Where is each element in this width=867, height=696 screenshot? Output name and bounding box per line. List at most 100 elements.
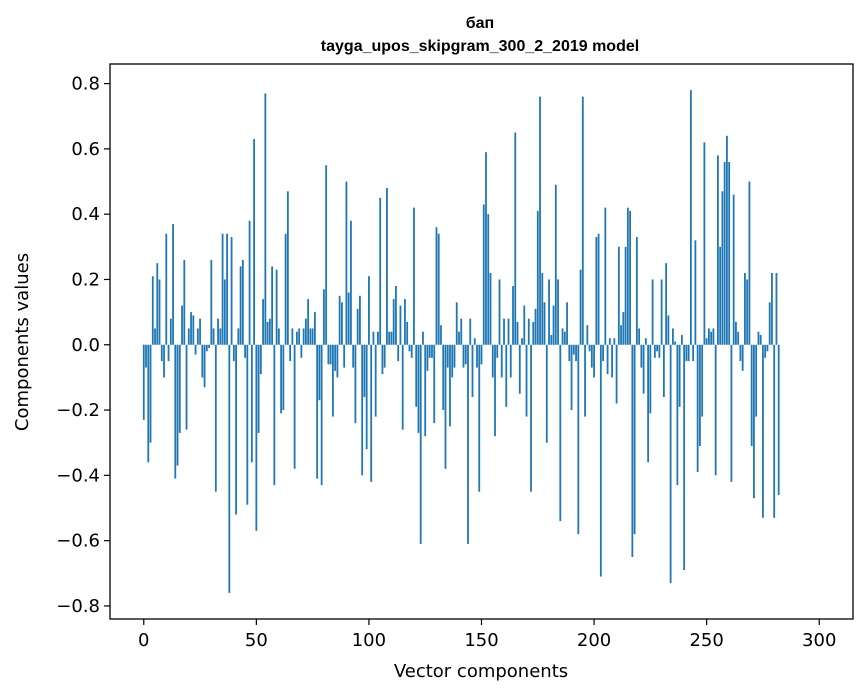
bar <box>611 344 613 378</box>
bar <box>602 344 604 362</box>
bar <box>160 344 163 362</box>
bar <box>622 312 625 345</box>
bar <box>777 344 780 495</box>
bar <box>518 344 521 394</box>
bar <box>408 344 411 352</box>
bar <box>248 220 251 345</box>
bar <box>723 161 726 345</box>
bar <box>368 276 370 345</box>
bar <box>647 344 650 463</box>
bar <box>581 96 584 345</box>
bar <box>500 344 503 378</box>
bar <box>433 344 436 424</box>
bar <box>757 331 760 345</box>
bar <box>172 223 174 345</box>
bar <box>532 321 535 345</box>
bar <box>482 204 485 345</box>
bar <box>626 207 629 345</box>
bar <box>712 328 715 345</box>
bar <box>417 344 420 433</box>
bar <box>561 328 564 345</box>
bar <box>638 328 641 345</box>
bar <box>311 328 314 345</box>
bar <box>426 344 429 371</box>
bar <box>386 188 388 345</box>
bar <box>199 318 201 345</box>
bar <box>735 321 737 345</box>
bar <box>365 344 368 450</box>
bar <box>223 279 226 345</box>
bar <box>250 344 253 463</box>
bar <box>302 328 305 345</box>
bar <box>545 344 548 443</box>
bar <box>271 266 274 345</box>
bar <box>496 344 499 358</box>
bar <box>514 132 517 345</box>
bar <box>680 334 683 345</box>
bar <box>530 344 532 492</box>
bar <box>669 344 672 584</box>
bar <box>766 344 769 352</box>
bar <box>464 344 467 365</box>
bar <box>615 344 618 404</box>
bar <box>676 344 679 486</box>
bar <box>593 344 595 378</box>
bar <box>624 246 627 345</box>
bar <box>318 344 321 401</box>
bar <box>516 321 519 345</box>
bar <box>262 299 264 345</box>
bar <box>208 344 210 349</box>
bar <box>221 233 224 345</box>
bar <box>428 344 431 358</box>
x-tick-label: 200 <box>577 630 611 651</box>
bar <box>494 344 496 437</box>
bar <box>453 344 456 368</box>
bar <box>194 344 197 355</box>
bar <box>410 344 413 358</box>
bar <box>343 344 346 368</box>
bar <box>442 344 445 411</box>
bar <box>379 197 382 345</box>
bar <box>374 344 377 417</box>
bar <box>325 165 328 345</box>
bar <box>149 344 152 443</box>
bar <box>381 344 384 375</box>
bar <box>476 344 478 368</box>
bar <box>284 233 287 345</box>
bar <box>548 279 550 345</box>
bar <box>192 315 195 345</box>
bar <box>228 344 231 593</box>
bar <box>397 344 400 362</box>
bar <box>635 237 638 345</box>
bar <box>237 328 240 345</box>
bar <box>559 344 562 522</box>
bar <box>291 328 294 345</box>
bar <box>322 289 325 345</box>
bar <box>586 325 589 345</box>
bar <box>309 328 312 345</box>
bar <box>350 220 352 345</box>
bar <box>566 302 568 345</box>
bar <box>521 338 523 345</box>
bar <box>728 161 731 345</box>
bar <box>244 344 246 358</box>
bar <box>491 344 494 378</box>
bar <box>541 272 544 345</box>
bar <box>550 334 553 345</box>
bar <box>471 344 474 397</box>
bar <box>608 338 611 345</box>
bar <box>399 305 402 345</box>
bar <box>235 344 237 515</box>
bar <box>480 344 483 365</box>
bar <box>741 344 744 371</box>
bar <box>710 331 713 345</box>
y-axis-label: Components values <box>12 253 33 431</box>
bar <box>748 181 751 345</box>
bar <box>280 344 283 414</box>
bar <box>404 299 406 345</box>
bar <box>142 344 145 420</box>
bar <box>467 344 469 544</box>
bar <box>383 344 386 368</box>
bar <box>674 341 677 345</box>
